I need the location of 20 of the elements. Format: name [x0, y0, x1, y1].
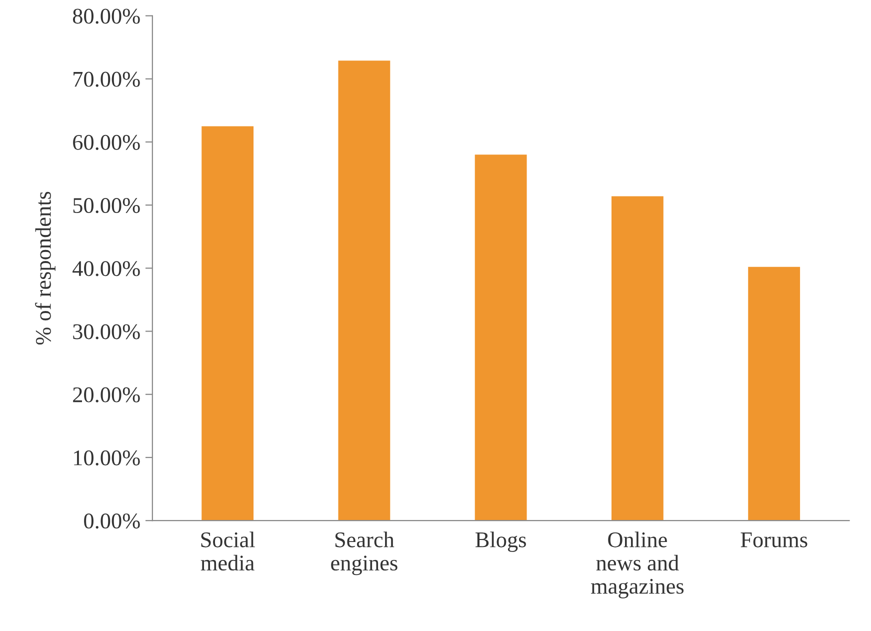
- y-tick-label: 40.00%: [72, 261, 140, 276]
- x-tick-label: Social media: [200, 532, 255, 571]
- y-tick-label: 70.00%: [74, 72, 140, 87]
- x-tick-label: Online news and magazines: [591, 532, 684, 598]
- bar: [474, 154, 527, 521]
- y-tick-label: 80.00%: [72, 8, 140, 24]
- x-tick-label: Forums: [740, 532, 808, 548]
- x-tick-label: Blogs: [476, 532, 526, 552]
- y-axis-title: % of respondents: [35, 192, 56, 345]
- y-tick-label: 30.00%: [73, 324, 140, 340]
- bar: [202, 126, 254, 521]
- bar: [338, 60, 390, 521]
- y-tick-label: 10.00%: [74, 450, 140, 466]
- x-tick-label: Search engines: [331, 532, 398, 576]
- y-tick-label: 60.00%: [73, 134, 140, 150]
- y-tick-label: 0.00%: [84, 514, 140, 529]
- bar: [748, 266, 800, 521]
- y-tick-label: 20.00%: [73, 387, 140, 402]
- bar: [611, 196, 664, 521]
- y-tick-label: 50.00%: [73, 198, 140, 214]
